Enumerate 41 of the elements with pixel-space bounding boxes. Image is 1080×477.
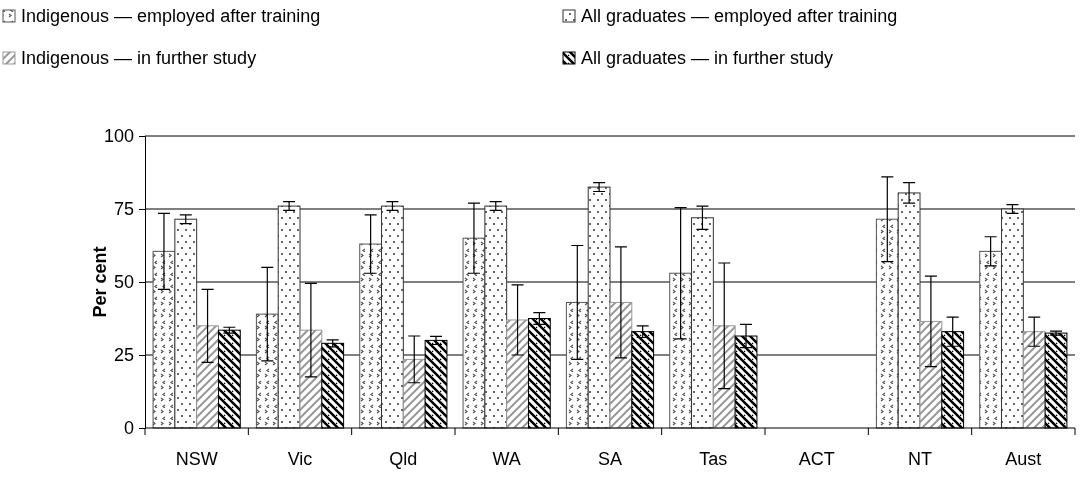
bar: [277, 205, 301, 429]
x-tick-label: NT: [908, 449, 932, 469]
y-tick-label: 75: [113, 199, 134, 220]
bar: [897, 192, 921, 429]
bar: [565, 301, 589, 429]
x-tick-label: Aust: [1005, 449, 1042, 469]
x-tick-label: WA: [492, 449, 521, 469]
bar: [381, 205, 404, 429]
x-tick-label: Tas: [699, 449, 728, 469]
bar: [484, 205, 508, 429]
y-axis-title: Per cent: [90, 246, 110, 318]
x-tick-label: SA: [597, 449, 623, 469]
legend-label: All graduates — in further study: [581, 48, 834, 68]
bar: [506, 319, 529, 429]
y-tick-label: 25: [113, 345, 134, 366]
y-tick-label: 0: [123, 418, 134, 439]
x-tick-label: Vic: [287, 449, 313, 469]
bar: [359, 243, 383, 429]
x-tick-label: ACT: [798, 449, 835, 469]
bar: [1001, 208, 1024, 429]
legend-label: All graduates — employed after training: [581, 6, 898, 26]
bar: [299, 329, 323, 429]
bar: [669, 272, 693, 429]
bar: [875, 218, 899, 429]
bar: [587, 186, 611, 429]
bar: [255, 313, 279, 429]
bar: [919, 320, 943, 429]
bar: [462, 237, 486, 429]
bar: [691, 217, 714, 429]
y-tick-label: 100: [103, 126, 134, 147]
y-tick-label: 50: [113, 272, 134, 293]
x-tick-label: NSW: [175, 449, 218, 469]
legend-label: Indigenous — employed after training: [21, 6, 321, 26]
bar: [979, 250, 1003, 429]
bar: [174, 218, 198, 429]
legend-label: Indigenous — in further study: [21, 48, 257, 68]
bar: [1022, 331, 1046, 429]
bar: [152, 250, 176, 429]
bar: [609, 301, 633, 429]
bar: [196, 325, 219, 429]
x-tick-label: Qld: [389, 449, 418, 469]
